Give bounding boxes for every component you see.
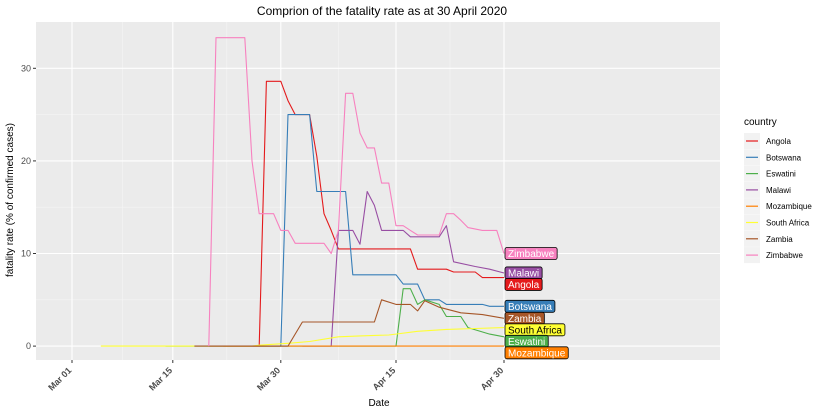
end-label-box — [504, 278, 543, 291]
series-line-zimbabwe — [208, 37, 505, 347]
series-lines — [100, 37, 505, 347]
legend-label: Angola — [766, 137, 791, 146]
series-line-south-africa — [100, 327, 505, 347]
end-label-south-africa: South Africa — [504, 323, 566, 336]
end-label-malawi: Malawi — [504, 266, 543, 279]
x-tick-label: Apr 30 — [479, 365, 506, 392]
end-label-box — [504, 346, 569, 360]
series-line-botswana — [259, 114, 504, 347]
plot-panel — [36, 22, 720, 360]
end-label-text: Malawi — [508, 268, 539, 279]
legend-item-zambia: Zambia — [744, 230, 793, 247]
y-tick-label: 10 — [21, 249, 31, 259]
legend-item-angola: Angola — [744, 133, 791, 149]
legend: country Angola Botswana Eswatini Malawi Moza… — [744, 117, 812, 264]
end-label-text: Angola — [508, 280, 540, 291]
y-axis-title: fatality rate (% of confirmed cases) — [5, 123, 16, 277]
legend-item-mozambique: Mozambique — [744, 198, 812, 215]
y-tick-label: 20 — [21, 156, 31, 166]
legend-label: Zambia — [766, 235, 793, 244]
end-label-zimbabwe: Zimbabwe — [504, 247, 558, 260]
x-tick-label: Mar 15 — [147, 365, 174, 392]
x-tick-label: Mar 01 — [46, 365, 73, 392]
legend-item-south-africa: South Africa — [744, 214, 810, 231]
series-line-angola — [208, 80, 504, 347]
legend-label: South Africa — [766, 219, 810, 228]
end-label-text: South Africa — [508, 325, 562, 336]
series-line-malawi — [302, 190, 505, 347]
legend-item-eswatini: Eswatini — [744, 165, 796, 182]
x-tick-label: Mar 30 — [255, 365, 282, 392]
end-label-zambia: Zambia — [504, 311, 545, 325]
end-label-text: Mozambique — [508, 348, 566, 359]
end-label-text: Zambia — [508, 314, 542, 325]
y-tick-label: 0 — [26, 341, 31, 351]
chart-title: Comprion of the fatality rate as at 30 A… — [257, 4, 507, 18]
legend-label: Eswatini — [766, 170, 796, 179]
x-axis-title: Date — [368, 398, 390, 409]
end-label-box — [504, 247, 558, 260]
end-label-eswatini: Eswatini — [504, 334, 549, 348]
legend-item-botswana: Botswana — [744, 149, 802, 166]
end-label-text: Zimbabwe — [508, 249, 555, 260]
legend-label: Mozambique — [766, 202, 812, 211]
x-axis: Mar 01 Mar 15 Mar 30 Apr 15 Apr 30 — [46, 360, 505, 393]
x-tick-label: Apr 15 — [371, 365, 398, 392]
legend-item-zimbabwe: Zimbabwe — [744, 247, 803, 264]
legend-label: Zimbabwe — [766, 251, 803, 260]
end-label-text: Eswatini — [508, 337, 545, 348]
end-label-botswana: Botswana — [504, 299, 556, 313]
legend-title: country — [744, 117, 777, 128]
legend-label: Botswana — [766, 153, 802, 162]
end-label-angola: Angola — [504, 278, 543, 291]
y-tick-label: 30 — [21, 63, 31, 73]
series-line-zambia — [194, 299, 505, 347]
y-axis: 0 10 20 30 — [21, 63, 36, 351]
legend-label: Malawi — [766, 186, 791, 195]
end-label-text: Botswana — [508, 302, 552, 313]
end-label-mozambique: Mozambique — [504, 346, 569, 360]
legend-item-malawi: Malawi — [744, 181, 791, 198]
